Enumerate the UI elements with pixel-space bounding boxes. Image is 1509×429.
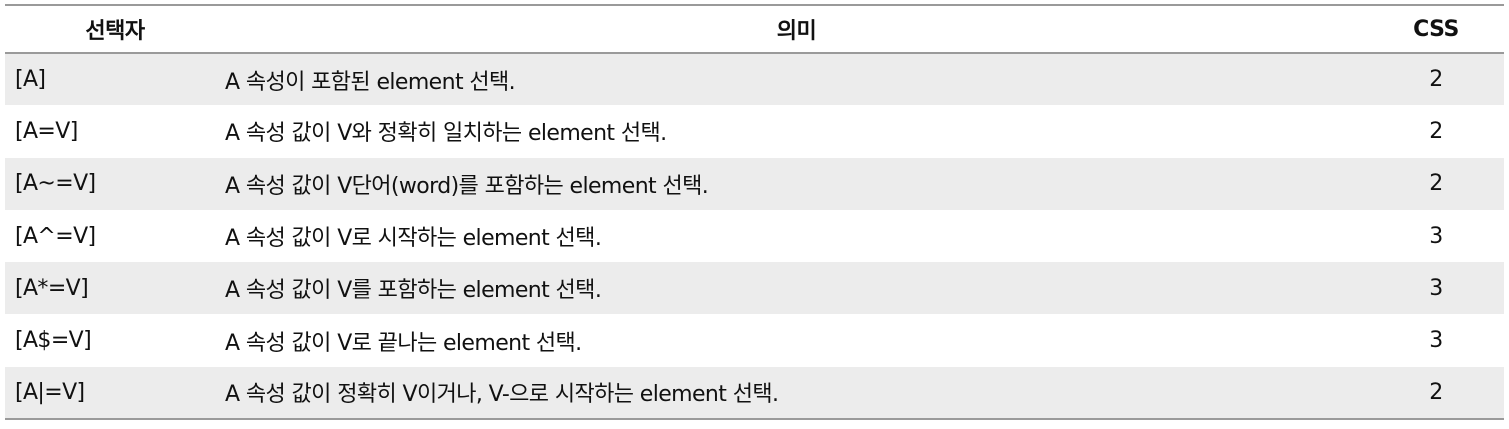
header-css: CSS — [1368, 4, 1504, 54]
css-version-cell: 3 — [1429, 223, 1443, 249]
selector-table-container: 선택자 의미 CSS [A] A 속성이 포함된 element 선택. 2 [… — [5, 4, 1504, 421]
meaning-cell: A 속성이 포함된 element 선택. — [225, 69, 516, 95]
meaning-cell: A 속성 값이 V단어(word)를 포함하는 element 선택. — [225, 173, 709, 199]
selector-cell: [A$=V] — [15, 328, 92, 354]
meaning-cell: A 속성 값이 V와 정확히 일치하는 element 선택. — [225, 121, 667, 147]
meaning-cell: A 속성 값이 정확히 V이거나, V-으로 시작하는 element 선택. — [225, 366, 1368, 421]
selector-cell: [A=V] — [15, 118, 78, 144]
header-row: 선택자 의미 CSS — [5, 4, 1504, 54]
table-row: [A*=V] A 속성 값이 V를 포함하는 element 선택. 3 — [5, 262, 1504, 315]
css-version-cell: 2 — [1429, 67, 1443, 93]
table-header: 선택자 의미 CSS — [5, 4, 1504, 54]
css-version-cell: 2 — [1429, 171, 1443, 197]
selector-cell: [A~=V] — [15, 171, 96, 197]
table-row: [A^=V] A 속성 값이 V로 시작하는 element 선택. 3 — [5, 210, 1504, 262]
meaning-cell: A 속성 값이 V로 끝나는 element 선택. — [225, 330, 582, 356]
css-version-cell: 3 — [1429, 328, 1443, 354]
table-body: [A] A 속성이 포함된 element 선택. 2 [A=V] A 속성 값… — [5, 53, 1504, 421]
css-version-cell: 2 — [1429, 118, 1443, 144]
meaning-cell: A 속성 값이 V를 포함하는 element 선택. — [225, 278, 602, 304]
css-version-cell: 2 — [1368, 366, 1504, 421]
header-selector: 선택자 — [5, 4, 225, 54]
attribute-selector-table: 선택자 의미 CSS [A] A 속성이 포함된 element 선택. 2 [… — [5, 4, 1504, 421]
meaning-cell: A 속성 값이 V로 시작하는 element 선택. — [225, 226, 602, 252]
table-row: [A] A 속성이 포함된 element 선택. 2 — [5, 53, 1504, 106]
selector-cell: [A|=V] — [5, 366, 225, 421]
table-row: [A~=V] A 속성 값이 V단어(word)를 포함하는 element 선… — [5, 157, 1504, 210]
table-row: [A=V] A 속성 값이 V와 정확히 일치하는 element 선택. 2 — [5, 105, 1504, 157]
table-row: [A|=V] A 속성 값이 정확히 V이거나, V-으로 시작하는 eleme… — [5, 366, 1504, 421]
selector-cell: [A*=V] — [15, 275, 89, 301]
table-row: [A$=V] A 속성 값이 V로 끝나는 element 선택. 3 — [5, 314, 1504, 366]
selector-cell: [A] — [15, 67, 46, 93]
header-meaning: 의미 — [225, 4, 1368, 54]
selector-cell: [A^=V] — [15, 223, 96, 249]
css-version-cell: 3 — [1429, 275, 1443, 301]
